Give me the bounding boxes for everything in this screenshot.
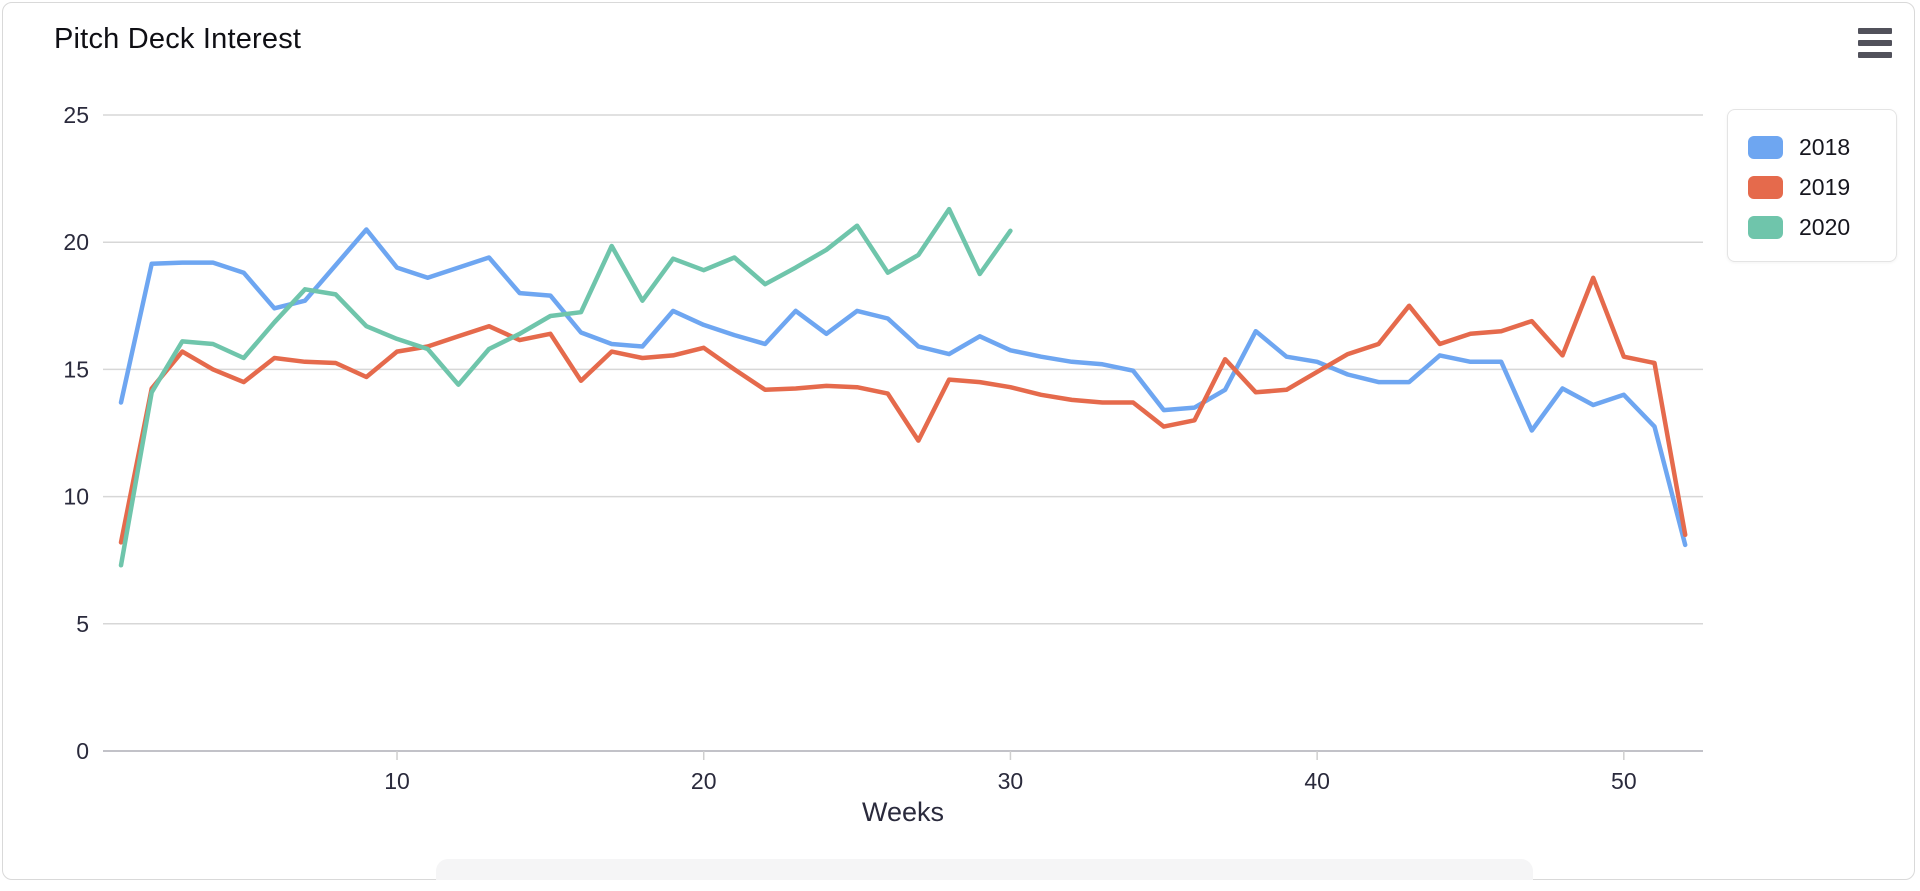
x-axis-tick-label: 10	[384, 768, 410, 794]
legend-swatch-2020	[1748, 216, 1783, 239]
x-axis-label: Weeks	[862, 797, 944, 827]
legend-item-2018[interactable]: 2018	[1748, 136, 1896, 159]
chart-legend: 2018 2019 2020	[1727, 109, 1897, 262]
legend-swatch-2018	[1748, 136, 1783, 159]
legend-item-2020[interactable]: 2020	[1748, 216, 1896, 239]
legend-item-2019[interactable]: 2019	[1748, 176, 1896, 199]
y-axis-tick-label: 10	[63, 484, 89, 510]
hamburger-icon	[1858, 52, 1892, 58]
legend-label-2020: 2020	[1799, 214, 1851, 240]
y-axis-tick-label: 0	[76, 738, 89, 764]
x-axis-tick-label: 30	[998, 768, 1024, 794]
legend-swatch-2019	[1748, 176, 1783, 199]
y-axis-tick-label: 25	[63, 102, 89, 128]
hamburger-icon	[1858, 40, 1892, 46]
chart-menu-button[interactable]	[1858, 27, 1892, 59]
chart-title: Pitch Deck Interest	[54, 23, 302, 55]
series-line-2019[interactable]	[118, 275, 1688, 545]
legend-label-2019: 2019	[1799, 174, 1851, 200]
series-line-2018[interactable]	[118, 227, 1688, 548]
x-axis-tick-label: 40	[1304, 768, 1330, 794]
series-line-2020[interactable]	[118, 206, 1013, 568]
y-axis-tick-label: 15	[63, 356, 89, 382]
hamburger-icon	[1858, 28, 1892, 34]
partially-visible-element-below	[436, 859, 1533, 880]
line-chart-plot-area[interactable]: 0 5 10 15 20 25 10 20 30 40 50 Weeks	[3, 3, 1920, 891]
x-axis-tick-label: 20	[691, 768, 717, 794]
x-axis-tick-label: 50	[1611, 768, 1637, 794]
legend-label-2018: 2018	[1799, 134, 1851, 160]
y-axis-tick-label: 20	[63, 229, 89, 255]
y-axis-tick-label: 5	[76, 611, 89, 637]
